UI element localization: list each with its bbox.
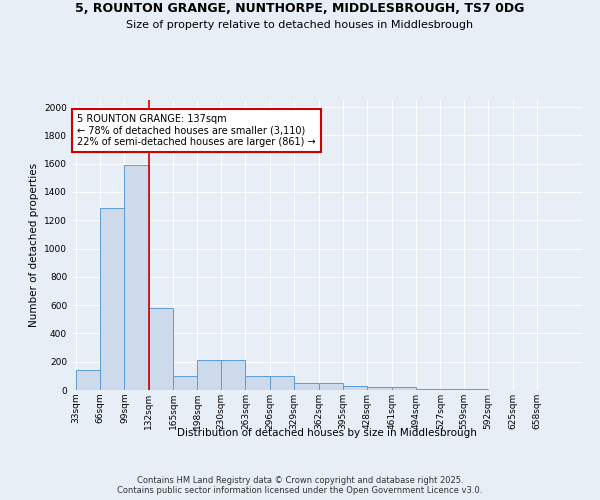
Bar [294, 383, 319, 390]
Text: Contains HM Land Registry data © Crown copyright and database right 2025.
Contai: Contains HM Land Registry data © Crown c… [118, 476, 482, 495]
Bar [245, 376, 270, 390]
Text: 5 ROUNTON GRANGE: 137sqm
← 78% of detached houses are smaller (3,110)
22% of sem: 5 ROUNTON GRANGE: 137sqm ← 78% of detach… [77, 114, 316, 148]
Bar [149, 308, 173, 390]
Text: 5, ROUNTON GRANGE, NUNTHORPE, MIDDLESBROUGH, TS7 0DG: 5, ROUNTON GRANGE, NUNTHORPE, MIDDLESBRO… [76, 2, 524, 16]
Bar [343, 386, 367, 390]
Bar [392, 387, 416, 390]
Bar [100, 208, 124, 390]
Text: Size of property relative to detached houses in Middlesbrough: Size of property relative to detached ho… [127, 20, 473, 30]
Bar [367, 387, 392, 390]
Bar [173, 376, 197, 390]
Bar [416, 388, 440, 390]
Bar [319, 383, 343, 390]
Bar [221, 360, 245, 390]
Bar [270, 376, 294, 390]
Y-axis label: Number of detached properties: Number of detached properties [29, 163, 38, 327]
Text: Distribution of detached houses by size in Middlesbrough: Distribution of detached houses by size … [177, 428, 477, 438]
Bar [124, 165, 149, 390]
Bar [197, 360, 222, 390]
Bar [76, 370, 100, 390]
